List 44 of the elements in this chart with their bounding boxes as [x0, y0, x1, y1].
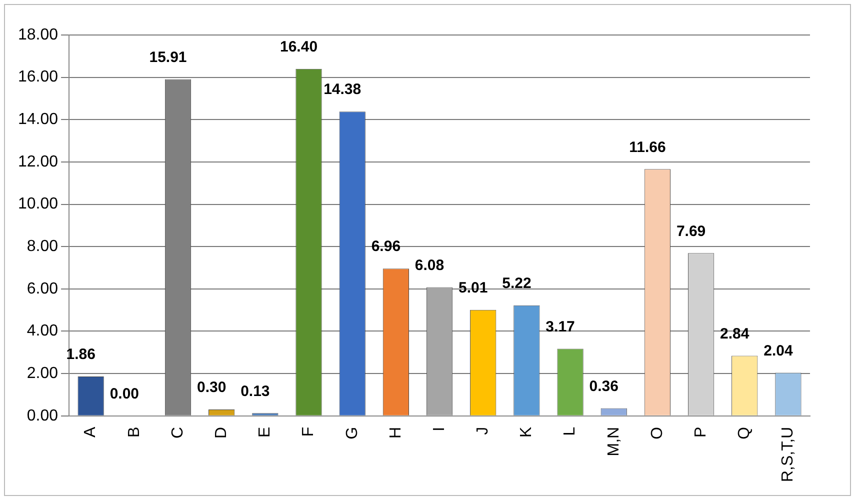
data-label: 0.36: [589, 378, 618, 395]
data-label: 6.96: [371, 238, 401, 256]
data-label: 11.66: [629, 138, 666, 156]
y-tick-label: 14.00: [18, 111, 58, 128]
data-label: 5.22: [502, 275, 532, 292]
data-label: 14.38: [324, 81, 362, 98]
data-label: 2.84: [720, 325, 750, 342]
y-tick-label: 12.00: [18, 153, 58, 170]
x-tick-label: R,S,T,U: [780, 426, 797, 482]
x-tick-label: K: [518, 426, 536, 438]
y-tick-label: 4.00: [26, 322, 58, 340]
x-tick-label: C: [169, 426, 186, 438]
data-label: 0.00: [110, 386, 140, 403]
x-tick-label: M,N: [605, 426, 622, 456]
y-tick-label: 6.00: [26, 280, 58, 298]
data-label: 16.40: [280, 38, 318, 56]
x-tick-label: O: [648, 426, 666, 440]
data-label: 15.91: [149, 48, 187, 66]
x-tick-label: A: [82, 426, 100, 438]
x-tick-label: B: [126, 426, 143, 438]
x-tick-label: P: [692, 426, 710, 438]
data-label: 7.69: [676, 222, 706, 240]
data-label: 0.30: [196, 379, 226, 396]
x-tick-label: D: [212, 426, 230, 438]
x-tick-label: E: [256, 426, 274, 438]
x-tick-label: I: [430, 426, 448, 432]
data-label: 6.08: [414, 256, 444, 274]
y-tick-label: 18.00: [18, 26, 58, 44]
x-tick-label: L: [562, 426, 579, 436]
y-tick-label: 10.00: [18, 196, 58, 213]
data-label: 2.04: [764, 342, 794, 360]
data-label: 0.13: [240, 382, 270, 400]
x-tick-label: F: [300, 426, 318, 437]
y-tick-label: 16.00: [18, 68, 58, 86]
x-tick-label: Q: [736, 426, 754, 440]
data-label: 3.17: [546, 318, 575, 336]
x-tick-label: H: [387, 426, 404, 438]
data-label: 1.86: [66, 346, 96, 364]
y-tick-label: 8.00: [26, 238, 58, 256]
y-tick-label: 2.00: [26, 364, 58, 382]
data-label: 5.01: [458, 280, 488, 297]
x-tick-label: G: [344, 426, 361, 440]
y-tick-label: 0.00: [26, 407, 58, 424]
x-tick-label: J: [474, 426, 492, 435]
